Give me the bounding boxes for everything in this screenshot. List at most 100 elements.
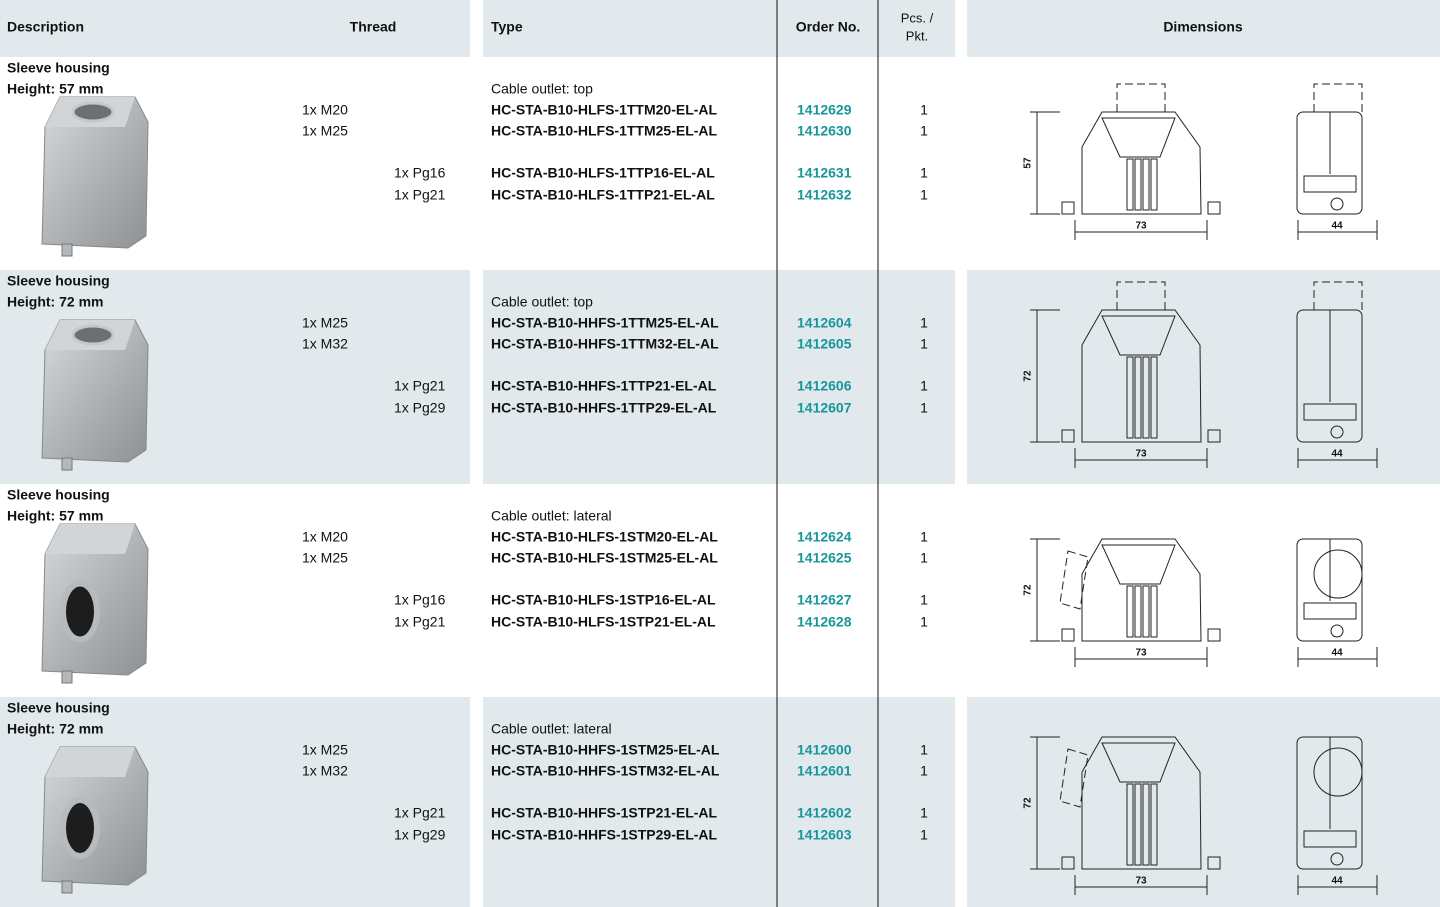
rib bbox=[1126, 783, 1134, 866]
header-pcs: Pkt. bbox=[906, 28, 928, 43]
latch bbox=[1061, 429, 1075, 443]
header-dimensions: Dimensions bbox=[1163, 19, 1243, 35]
description: Height: 72 mm bbox=[7, 294, 103, 310]
rib bbox=[1134, 585, 1142, 638]
description: Sleeve housing bbox=[7, 700, 110, 716]
side-screw bbox=[1330, 425, 1344, 439]
thread: 1x Pg21 bbox=[394, 614, 446, 630]
rib bbox=[1126, 585, 1134, 638]
latch bbox=[1207, 429, 1221, 443]
type: HC-STA-B10-HHFS-1STM32-EL-AL bbox=[491, 763, 720, 779]
dim-height: 57 bbox=[1023, 157, 1034, 169]
dim-height: 72 bbox=[1023, 370, 1034, 382]
pcs: 1 bbox=[920, 550, 928, 566]
pcs: 1 bbox=[920, 187, 928, 203]
header-bg bbox=[967, 0, 1440, 57]
table-row: Sleeve housing Height: 72 mm Cable outlet:… bbox=[0, 697, 1440, 907]
type: HC-STA-B10-HLFS-1TTM25-EL-AL bbox=[491, 123, 718, 139]
description: Sleeve housing bbox=[7, 487, 110, 503]
order-no: 1412600 bbox=[797, 742, 852, 758]
type: HC-STA-B10-HLFS-1TTP21-EL-AL bbox=[491, 187, 715, 203]
thread: 1x M32 bbox=[302, 336, 348, 352]
front-view bbox=[1081, 309, 1202, 443]
rib bbox=[1142, 158, 1150, 211]
rib bbox=[1142, 783, 1150, 866]
housing-top bbox=[45, 747, 135, 777]
type: HC-STA-B10-HHFS-1STM25-EL-AL bbox=[491, 742, 720, 758]
outlet-dashed bbox=[1313, 281, 1363, 310]
dim-width: 73 bbox=[1135, 876, 1147, 887]
dim-width: 73 bbox=[1135, 648, 1147, 659]
dim-height: 72 bbox=[1023, 584, 1034, 596]
outlet-dashed bbox=[1059, 748, 1089, 808]
product-photo bbox=[41, 96, 149, 257]
opening bbox=[71, 101, 115, 123]
side-outlet bbox=[1313, 549, 1363, 599]
rib bbox=[1150, 158, 1158, 211]
thread: 1x Pg21 bbox=[394, 378, 446, 394]
product-photo bbox=[41, 523, 149, 684]
cable-outlet: Cable outlet: top bbox=[491, 294, 593, 310]
pcs: 1 bbox=[920, 614, 928, 630]
dimension-drawing: 72 73 44 bbox=[1023, 538, 1378, 667]
header-order: Order No. bbox=[796, 19, 861, 35]
type: HC-STA-B10-HHFS-1TTP29-EL-AL bbox=[491, 400, 717, 416]
front-view-inner bbox=[1101, 117, 1176, 158]
cable-outlet: Cable outlet: lateral bbox=[491, 721, 612, 737]
side-latch bbox=[1303, 602, 1357, 620]
screw bbox=[61, 243, 73, 257]
row-bg bbox=[483, 697, 955, 907]
order-no: 1412628 bbox=[797, 614, 852, 630]
side-screw bbox=[1330, 624, 1344, 638]
order-no: 1412605 bbox=[797, 336, 852, 352]
pcs: 1 bbox=[920, 805, 928, 821]
type: HC-STA-B10-HHFS-1STP29-EL-AL bbox=[491, 827, 718, 843]
order-no: 1412627 bbox=[797, 592, 852, 608]
latch bbox=[1207, 856, 1221, 870]
front-view-inner bbox=[1101, 315, 1176, 356]
header-bg bbox=[483, 0, 955, 57]
rib bbox=[1134, 158, 1142, 211]
rib bbox=[1150, 356, 1158, 439]
pcs: 1 bbox=[920, 592, 928, 608]
latch bbox=[1061, 856, 1075, 870]
thread: 1x M25 bbox=[302, 550, 348, 566]
pcs: 1 bbox=[920, 742, 928, 758]
header: Description Thread Type Order No. Pcs. /… bbox=[0, 0, 1440, 57]
row-bg bbox=[483, 270, 955, 484]
front-view bbox=[1081, 538, 1202, 642]
screw bbox=[61, 457, 73, 471]
dim-width: 73 bbox=[1135, 221, 1147, 232]
cable-outlet: Cable outlet: top bbox=[491, 81, 593, 97]
rib bbox=[1134, 783, 1142, 866]
pcs: 1 bbox=[920, 165, 928, 181]
side-latch bbox=[1303, 830, 1357, 848]
opening bbox=[60, 797, 100, 859]
screw bbox=[61, 880, 73, 894]
dimension-drawing: 72 73 44 bbox=[1023, 281, 1378, 468]
pcs: 1 bbox=[920, 336, 928, 352]
type: HC-STA-B10-HLFS-1TTP16-EL-AL bbox=[491, 165, 715, 181]
order-no: 1412632 bbox=[797, 187, 852, 203]
type: HC-STA-B10-HLFS-1STP16-EL-AL bbox=[491, 592, 716, 608]
opening bbox=[71, 324, 115, 346]
row-bg bbox=[967, 270, 1440, 484]
housing-top bbox=[45, 524, 135, 554]
opening bbox=[60, 580, 100, 643]
dim-width: 73 bbox=[1135, 449, 1147, 460]
side-outlet bbox=[1313, 747, 1363, 797]
rib bbox=[1126, 158, 1134, 211]
rib bbox=[1142, 585, 1150, 638]
order-no: 1412630 bbox=[797, 123, 852, 139]
order-no: 1412631 bbox=[797, 165, 852, 181]
description: Height: 57 mm bbox=[7, 508, 103, 524]
header-pcs: Pcs. / bbox=[901, 10, 934, 25]
pcs: 1 bbox=[920, 763, 928, 779]
dimension-drawing: 57 73 44 bbox=[1023, 83, 1378, 240]
type: HC-STA-B10-HHFS-1TTM32-EL-AL bbox=[491, 336, 719, 352]
thread: 1x M20 bbox=[302, 529, 348, 545]
thread: 1x Pg21 bbox=[394, 805, 446, 821]
latch bbox=[1061, 201, 1075, 215]
header-bg bbox=[0, 0, 470, 57]
